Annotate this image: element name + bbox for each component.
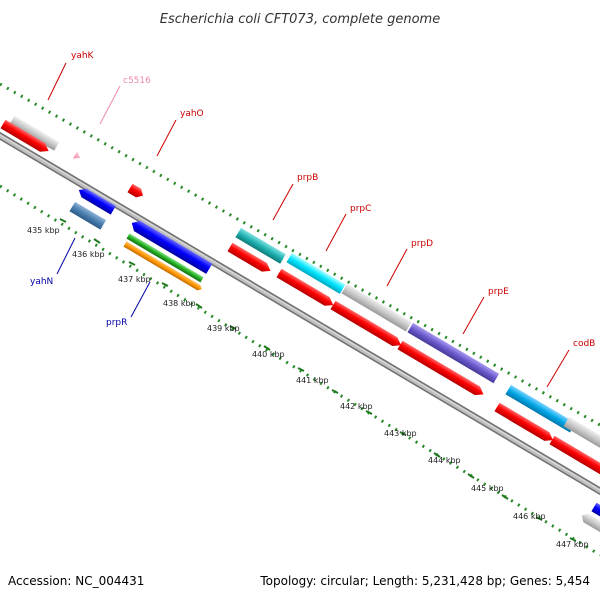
gene-label-c5516[interactable]: c5516	[123, 76, 151, 86]
leader-prpB	[272, 183, 294, 221]
tick-label: 438 kbp	[163, 299, 196, 308]
gene-feature-codB-cds[interactable]	[505, 384, 576, 433]
gene-feature-c5516[interactable]	[72, 151, 82, 162]
leader-yahO	[156, 119, 177, 157]
gene-feature-prpC-cds[interactable]	[286, 252, 346, 294]
gene-label-prpE[interactable]: prpE	[488, 287, 509, 297]
gene-feature-prpR-gene[interactable]	[129, 218, 213, 274]
gene-feature-prpE-cds[interactable]	[407, 322, 500, 384]
gene-feature-prpB-gene[interactable]	[227, 242, 273, 276]
tick-label: 437 kbp	[118, 275, 151, 284]
gene-label-yahO[interactable]: yahO	[180, 109, 204, 119]
leader-yahN	[56, 237, 76, 275]
tick-label: 441 kbp	[296, 376, 329, 385]
gene-label-prpD[interactable]: prpD	[411, 239, 433, 249]
gene-label-prpB[interactable]: prpB	[297, 173, 318, 183]
gene-feature-yahK-cds[interactable]	[9, 115, 60, 151]
upper-dotted-track	[0, 82, 600, 427]
gene-feature-next-gene[interactable]	[549, 435, 600, 479]
leader-codB	[546, 349, 570, 388]
tick-label: 446 kbp	[513, 512, 546, 521]
gene-feature-next-cds[interactable]	[563, 416, 600, 457]
gene-feature-prpD-cds[interactable]	[341, 283, 412, 332]
gene-feature-prpE-gene[interactable]	[397, 340, 486, 399]
tick-label: 445 kbp	[471, 484, 504, 493]
gene-label-prpC[interactable]: prpC	[350, 204, 371, 214]
gene-feature-edge-blue[interactable]	[591, 502, 600, 518]
gene-feature-codB-gene[interactable]	[494, 402, 555, 445]
leader-prpD	[386, 248, 408, 287]
tick-label: 444 kbp	[428, 456, 461, 465]
gene-feature-prpB-cds[interactable]	[235, 227, 286, 264]
gene-feature-yahK-gene[interactable]	[0, 119, 51, 156]
gene-feature-prpR-orange[interactable]	[123, 241, 203, 291]
tick-label: 443 kbp	[384, 429, 417, 438]
gene-label-yahN[interactable]: yahN	[30, 277, 53, 287]
tick-marks	[59, 218, 577, 542]
gene-label-codB[interactable]: codB	[573, 339, 595, 349]
tick-label: 440 kbp	[252, 350, 285, 359]
leader-c5516	[99, 85, 121, 125]
accession-text: Accession: NC_004431	[8, 574, 144, 588]
gene-feature-yahN-cds[interactable]	[69, 201, 107, 230]
leader-prpE	[462, 296, 485, 335]
gene-feature-prpR-green[interactable]	[126, 233, 204, 283]
leader-prpR	[130, 281, 151, 318]
gene-feature-prpD-gene[interactable]	[330, 300, 403, 350]
tick-label: 442 kbp	[340, 402, 373, 411]
gene-label-yahK[interactable]: yahK	[71, 51, 95, 61]
genome-backbone	[0, 131, 600, 496]
tick-label: 447 kbp	[556, 540, 589, 549]
lower-dotted-track	[0, 184, 600, 557]
tick-label: 436 kbp	[72, 250, 105, 259]
leader-yahK	[47, 62, 67, 101]
gene-feature-yahO[interactable]	[127, 183, 145, 200]
tick-label: 435 kbp	[27, 226, 60, 235]
genome-summary-text: Topology: circular; Length: 5,231,428 bp…	[259, 574, 590, 588]
gene-feature-prpC-gene[interactable]	[276, 268, 335, 310]
map-title: Escherichia coli CFT073, complete genome	[160, 12, 440, 27]
tick-label: 439 kbp	[207, 324, 240, 333]
gene-label-prpR[interactable]: prpR	[106, 318, 127, 328]
gene-feature-yahN-small[interactable]	[76, 186, 116, 215]
leader-prpC	[325, 213, 347, 252]
